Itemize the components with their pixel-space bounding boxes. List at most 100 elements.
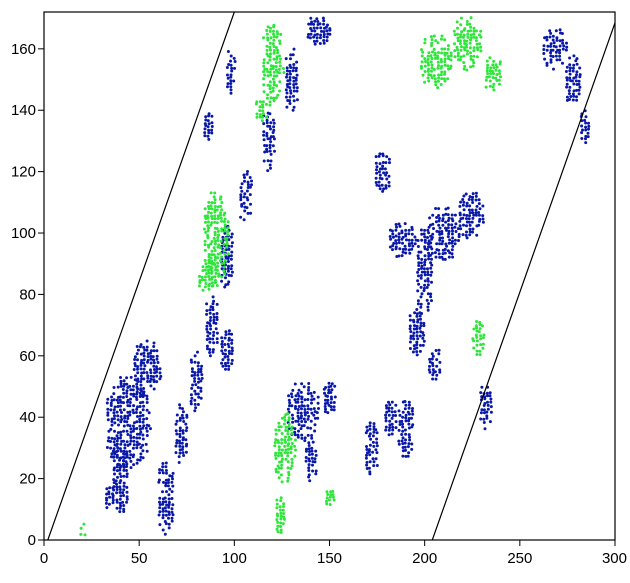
data-point	[274, 432, 278, 436]
data-point	[444, 242, 448, 246]
data-point	[439, 83, 443, 86]
data-point	[211, 308, 215, 312]
data-point	[211, 302, 215, 306]
data-point	[297, 388, 301, 392]
data-point	[184, 444, 188, 448]
data-point	[193, 377, 197, 380]
data-point	[230, 338, 234, 342]
data-point	[392, 241, 396, 245]
data-point	[293, 433, 297, 437]
data-point	[565, 78, 569, 82]
data-point	[132, 394, 136, 398]
data-point	[390, 400, 394, 404]
data-point	[307, 466, 311, 470]
data-point	[404, 228, 408, 232]
data-point	[323, 391, 326, 395]
data-point	[450, 223, 454, 227]
data-point	[484, 85, 488, 89]
data-point	[206, 205, 210, 208]
data-point	[126, 417, 130, 420]
data-point	[218, 246, 222, 250]
data-point	[115, 439, 119, 443]
data-point	[196, 392, 200, 396]
data-point	[439, 66, 443, 70]
data-point	[394, 241, 398, 245]
data-point	[205, 324, 209, 328]
data-point	[135, 407, 139, 411]
data-point	[216, 229, 220, 233]
data-point	[272, 99, 276, 103]
data-point	[135, 352, 139, 356]
data-point	[290, 425, 294, 429]
data-point	[291, 388, 295, 392]
data-point	[129, 430, 133, 434]
data-point	[404, 454, 408, 458]
data-point	[149, 368, 152, 372]
data-point	[175, 413, 179, 417]
data-point	[142, 367, 146, 371]
data-point	[431, 361, 434, 365]
data-point	[282, 502, 286, 506]
data-point	[295, 98, 299, 102]
data-point	[213, 201, 217, 205]
data-point	[486, 403, 490, 407]
data-point	[427, 245, 431, 249]
data-point	[261, 112, 265, 116]
data-point	[269, 96, 273, 100]
data-point	[388, 245, 392, 249]
data-point	[421, 343, 425, 347]
data-point	[479, 334, 483, 338]
data-point	[449, 64, 453, 68]
data-point	[209, 324, 212, 328]
data-point	[419, 324, 423, 328]
data-point	[215, 284, 219, 287]
data-point	[421, 331, 425, 335]
data-point	[265, 67, 269, 71]
data-point	[411, 244, 415, 248]
data-point	[135, 382, 139, 386]
data-point	[475, 335, 479, 339]
data-point	[468, 204, 472, 208]
data-point	[196, 361, 200, 365]
cluster-region	[132, 339, 163, 401]
data-point	[219, 239, 223, 243]
data-point	[272, 125, 276, 129]
data-point	[115, 398, 119, 402]
data-point	[459, 23, 463, 27]
data-point	[279, 517, 283, 521]
data-point	[468, 227, 472, 231]
data-point	[486, 394, 489, 398]
data-point	[385, 410, 389, 414]
data-point	[408, 435, 411, 439]
data-point	[164, 461, 168, 465]
data-point	[135, 345, 139, 348]
data-point	[440, 77, 444, 81]
data-point	[203, 239, 207, 243]
data-point	[274, 456, 278, 460]
data-point	[196, 350, 199, 354]
data-point	[210, 217, 214, 221]
data-point	[125, 490, 129, 494]
data-point	[116, 446, 120, 450]
x-tick-label: 50	[131, 550, 148, 567]
data-point	[125, 429, 129, 433]
data-point	[266, 159, 270, 163]
data-point	[290, 461, 294, 465]
data-point	[277, 448, 281, 452]
data-point	[374, 161, 378, 165]
data-point	[213, 249, 217, 252]
data-point	[441, 223, 445, 227]
data-point	[545, 63, 549, 67]
data-point	[181, 429, 185, 433]
data-point	[488, 420, 492, 424]
data-point	[141, 449, 145, 453]
data-point	[285, 91, 289, 95]
data-point	[374, 176, 378, 180]
data-point	[164, 478, 168, 482]
data-point	[149, 349, 153, 353]
data-point	[128, 401, 132, 404]
data-point	[551, 34, 555, 38]
data-point	[115, 455, 119, 459]
data-point	[371, 440, 375, 444]
data-point	[482, 408, 486, 412]
